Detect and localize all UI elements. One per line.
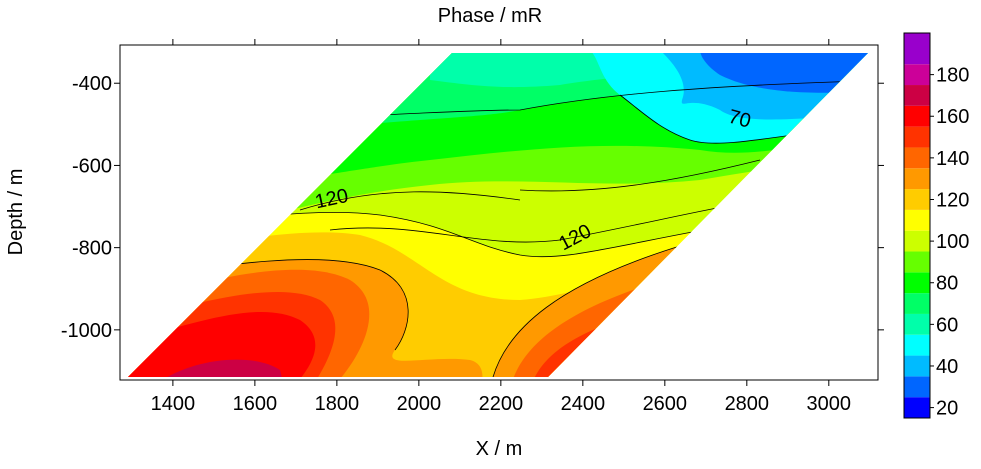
y-tick-label: -600 xyxy=(72,155,112,177)
colorbar-tick-label: 120 xyxy=(936,189,969,211)
colorbar-tick-label: 160 xyxy=(936,106,969,128)
colorbar-box xyxy=(904,397,930,418)
x-tick-label: 2800 xyxy=(725,393,770,415)
colorbar-box xyxy=(904,313,930,335)
colorbar-box xyxy=(904,85,930,106)
colorbar-box xyxy=(904,376,930,398)
colorbar-box xyxy=(904,230,930,252)
colorbar-box xyxy=(904,105,930,127)
x-tick-label: 1800 xyxy=(315,393,360,415)
colorbar-box xyxy=(904,126,930,148)
x-tick-label: 2200 xyxy=(479,393,524,415)
colorbar-frame xyxy=(903,32,931,419)
colorbar-box xyxy=(904,64,930,86)
x-tick-label: 2600 xyxy=(643,393,688,415)
colorbar-tick-label: 40 xyxy=(936,356,958,378)
colorbar-box xyxy=(904,272,930,294)
colorbar-box xyxy=(904,189,930,210)
y-tick-label: -1000 xyxy=(61,320,112,342)
colorbar-tick-label: 140 xyxy=(936,148,969,170)
colorbar-box xyxy=(904,168,930,190)
colorbar-tick-label: 180 xyxy=(936,65,969,87)
colorbar-box xyxy=(904,33,930,65)
colorbar-tick-label: 100 xyxy=(936,231,969,253)
x-tick-label: 3000 xyxy=(807,393,852,415)
x-tick-label: 2400 xyxy=(561,393,606,415)
colorbar-box xyxy=(904,251,930,273)
colorbar-box xyxy=(904,293,930,314)
colorbar-tick-label: 60 xyxy=(936,314,958,336)
y-tick-label: -800 xyxy=(72,238,112,260)
x-tick-label: 1400 xyxy=(151,393,196,415)
x-axis-label: X / m xyxy=(476,438,523,460)
colorbar-box xyxy=(904,147,930,169)
y-axis-label: Depth / m xyxy=(5,169,27,256)
chart-title: Phase / mR xyxy=(438,5,542,27)
colorbar-box xyxy=(904,355,930,377)
colorbar-box xyxy=(904,209,930,231)
x-tick-label: 1600 xyxy=(233,393,278,415)
colorbar-tick-label: 20 xyxy=(936,398,958,420)
colorbar-tick-label: 80 xyxy=(936,273,958,295)
colorbar-box xyxy=(904,334,930,356)
x-tick-label: 2000 xyxy=(397,393,442,415)
y-tick-label: -400 xyxy=(72,73,112,95)
